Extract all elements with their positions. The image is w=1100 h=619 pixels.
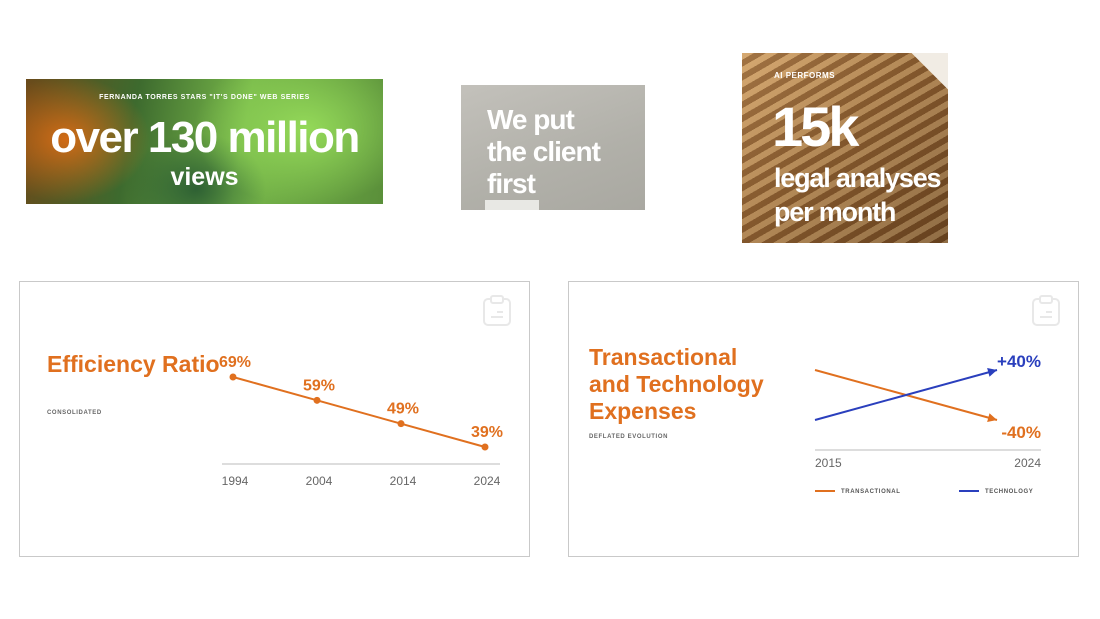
legal-analyses-banner: AI PERFORMS 15k legal analyses per month [742,53,948,243]
clipboard-icon [483,295,511,326]
expenses-title-line-3: Expenses [589,398,697,424]
banner-stripe [485,200,539,210]
data-label: 59% [303,377,335,394]
expenses-title-line-2: and Technology [589,371,764,397]
views-kicker: FERNANDA TORRES STARS "IT'S DONE" WEB SE… [99,94,310,101]
x-tick-label: 2014 [390,474,417,488]
views-subline: views [170,163,239,191]
views-banner: FERNANDA TORRES STARS "IT'S DONE" WEB SE… [26,79,383,204]
x-tick-label: 2015 [815,456,842,470]
x-tick-label: 2004 [306,474,333,488]
data-point [229,373,237,381]
efficiency-chart: 69% 1994 59% 2004 49% 2014 39% 2024 [219,354,503,488]
views-headline: over 130 million [50,113,360,162]
expenses-title-line-1: Transactional [589,344,738,370]
client-line-1: We put [487,104,575,135]
arrowhead [987,413,997,422]
legal-line-2: per month [774,197,896,227]
expenses-subtitle: DEFLATED EVOLUTION [589,434,669,440]
data-point [313,396,321,404]
data-label: 39% [471,424,503,441]
x-tick-label: 2024 [474,474,501,488]
data-point [397,420,405,428]
client-first-banner: We put the client first [461,85,645,210]
x-tick-label: 2024 [1014,456,1041,470]
efficiency-line [232,376,486,448]
expenses-chart: -40% +40% 2015 2024 TRANSACTIONAL TECHNOLOGY [814,352,1041,495]
efficiency-ratio-card: Efficiency Ratio CONSOLIDATED 69% 1994 59%… [19,281,530,557]
client-line-2: the client [487,136,601,167]
data-point [481,443,489,451]
technology-line [814,369,998,421]
legend-label: TRANSACTIONAL [841,489,900,495]
client-line-3: first [487,168,536,199]
arrowhead [987,368,997,377]
legal-line-1: legal analyses [774,163,942,193]
legal-kicker: AI PERFORMS [774,71,836,80]
x-tick-label: 1994 [222,474,249,488]
legend-label: TECHNOLOGY [985,489,1033,495]
data-label: 69% [219,354,251,371]
efficiency-title: Efficiency Ratio [47,351,220,377]
expenses-card: Transactional and Technology Expenses DE… [568,281,1079,557]
efficiency-subtitle: CONSOLIDATED [47,410,102,416]
legal-headline: 15k [772,95,859,158]
corner-highlight [908,53,948,93]
data-label: 49% [387,401,419,418]
end-label: +40% [997,352,1041,371]
end-label: -40% [1001,423,1041,442]
clipboard-icon [1032,295,1060,326]
